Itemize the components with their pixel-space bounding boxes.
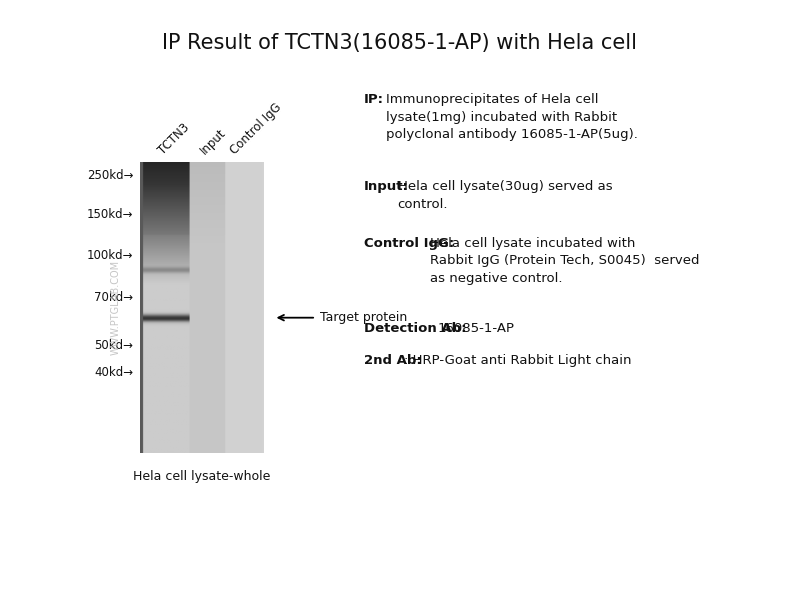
Text: IP Result of TCTN3(16085-1-AP) with Hela cell: IP Result of TCTN3(16085-1-AP) with Hela… — [162, 33, 638, 53]
Text: Input: Input — [198, 127, 229, 157]
Text: 40kd→: 40kd→ — [94, 367, 134, 379]
Text: 100kd→: 100kd→ — [87, 248, 134, 262]
Text: Control IgG: Control IgG — [227, 101, 284, 157]
Text: Hela cell lysate(30ug) served as
control.: Hela cell lysate(30ug) served as control… — [398, 181, 612, 211]
Text: 2nd Ab:: 2nd Ab: — [364, 353, 422, 367]
Text: 70kd→: 70kd→ — [94, 291, 134, 304]
Text: 250kd→: 250kd→ — [87, 169, 134, 182]
Text: Target protein: Target protein — [320, 311, 407, 324]
Text: Hela cell lysate-whole: Hela cell lysate-whole — [134, 470, 270, 483]
Text: Input:: Input: — [364, 181, 409, 193]
Text: Control IgG:: Control IgG: — [364, 236, 454, 250]
Text: : HRP-Goat anti Rabbit Light chain: : HRP-Goat anti Rabbit Light chain — [404, 353, 631, 367]
Text: IP:: IP: — [364, 93, 384, 106]
Text: 50kd→: 50kd→ — [94, 339, 134, 352]
Text: 16085-1-AP: 16085-1-AP — [438, 322, 514, 335]
Text: WWW.PTGLAB.COM: WWW.PTGLAB.COM — [111, 260, 121, 355]
Text: Hela cell lysate incubated with
Rabbit IgG (Protein Tech, S0045)  served
as nega: Hela cell lysate incubated with Rabbit I… — [430, 236, 700, 284]
Text: 150kd→: 150kd→ — [87, 208, 134, 221]
Text: Detection Ab:: Detection Ab: — [364, 322, 466, 335]
Text: Immunoprecipitates of Hela cell
lysate(1mg) incubated with Rabbit
polyclonal ant: Immunoprecipitates of Hela cell lysate(1… — [386, 93, 638, 141]
Text: TCTN3: TCTN3 — [156, 121, 192, 157]
